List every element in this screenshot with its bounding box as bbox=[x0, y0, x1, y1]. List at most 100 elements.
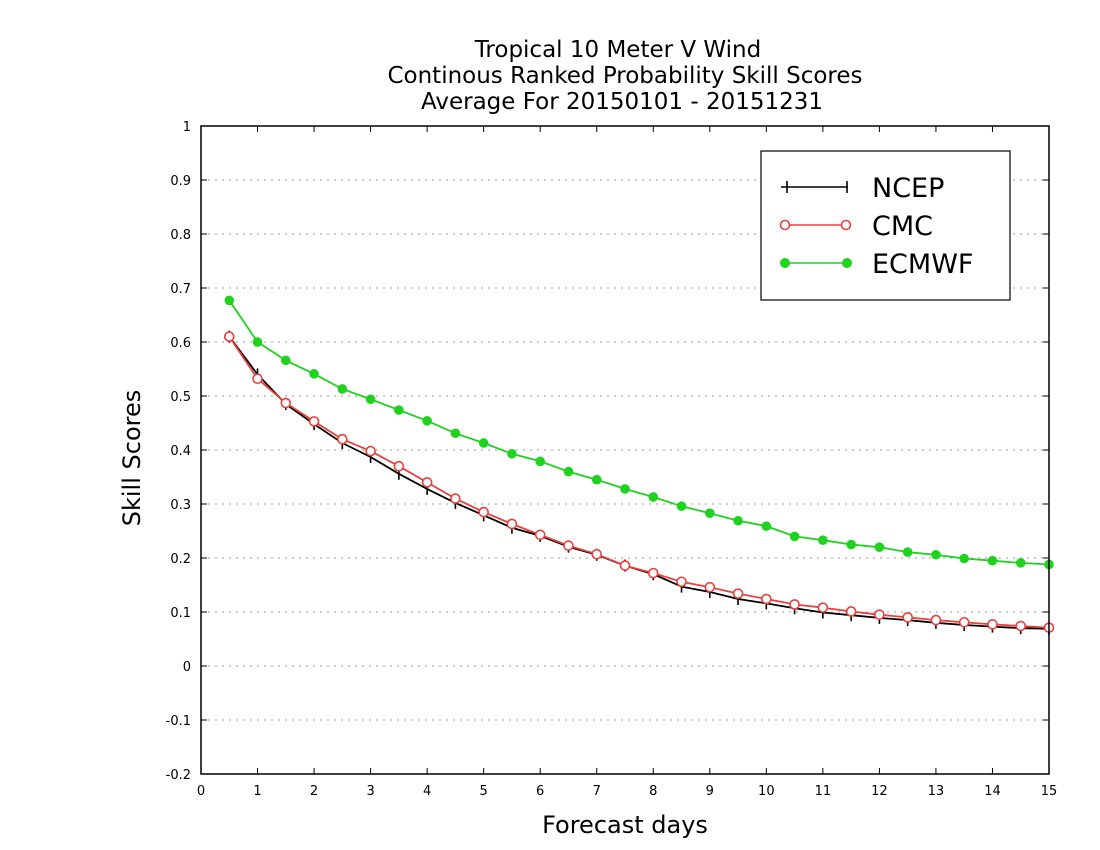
data-point-cmc bbox=[958, 616, 970, 628]
x-tick-label: 13 bbox=[928, 784, 945, 799]
data-point-cmc bbox=[506, 518, 518, 530]
grid-lines bbox=[201, 179, 1049, 721]
chart-title: Tropical 10 Meter V Wind Continous Ranke… bbox=[387, 37, 862, 115]
legend-marker-ecmwf-left bbox=[780, 258, 790, 268]
data-point-ecmwf bbox=[224, 295, 235, 306]
legend-label-cmc: CMC bbox=[872, 211, 933, 242]
series-line-cmc bbox=[228, 336, 1050, 629]
y-tick-label: 0.6 bbox=[170, 336, 191, 351]
data-point-cmc bbox=[393, 460, 405, 472]
x-tick-label: 0 bbox=[197, 784, 205, 799]
y-tick-label: 0.2 bbox=[170, 552, 191, 567]
data-point-ecmwf bbox=[309, 369, 319, 379]
data-point-cmc bbox=[534, 529, 546, 541]
y-tick-label: 0.1 bbox=[170, 606, 191, 621]
legend-marker-ecmwf-right bbox=[842, 258, 852, 268]
data-point-ecmwf bbox=[902, 547, 913, 557]
data-point-ecmwf bbox=[450, 428, 461, 439]
data-point-ecmwf bbox=[563, 466, 574, 477]
y-tick-label: 0.7 bbox=[170, 282, 191, 297]
x-tick-label: 14 bbox=[984, 784, 1001, 799]
data-point-ecmwf bbox=[394, 405, 404, 415]
data-point-ecmwf bbox=[591, 474, 602, 485]
y-tick-label: -0.1 bbox=[166, 714, 191, 729]
title-line-3: Average For 20150101 - 20151231 bbox=[421, 89, 823, 115]
data-point-ecmwf bbox=[846, 539, 856, 550]
title-line-1: Tropical 10 Meter V Wind bbox=[474, 37, 761, 63]
legend-label-ncep: NCEP bbox=[872, 173, 944, 204]
data-point-cmc bbox=[704, 581, 716, 593]
data-point-cmc bbox=[930, 614, 942, 626]
title-line-2: Continous Ranked Probability Skill Score… bbox=[387, 63, 862, 89]
data-point-ecmwf bbox=[337, 384, 348, 394]
data-point-ecmwf bbox=[931, 549, 941, 560]
data-point-ecmwf bbox=[507, 448, 517, 459]
legend-marker-cmc-right bbox=[840, 219, 852, 231]
data-point-cmc bbox=[280, 397, 292, 409]
series-line-ncep bbox=[228, 336, 1050, 630]
x-tick-label: 6 bbox=[536, 784, 544, 799]
x-tick-label: 12 bbox=[871, 784, 888, 799]
y-tick-label: 0.5 bbox=[170, 390, 191, 405]
data-point-ecmwf bbox=[1015, 558, 1026, 568]
data-point-cmc bbox=[365, 445, 376, 457]
x-tick-label: 15 bbox=[1041, 784, 1058, 799]
data-point-cmc bbox=[874, 609, 885, 621]
data-point-cmc bbox=[1015, 620, 1027, 632]
y-tick-label: 1 bbox=[183, 120, 191, 135]
y-tick-label: 0.4 bbox=[170, 444, 191, 459]
x-tick-label: 11 bbox=[815, 784, 832, 799]
legend-marker-cmc-left bbox=[779, 219, 791, 231]
data-point-ecmwf bbox=[733, 515, 743, 526]
data-point-ecmwf bbox=[874, 542, 885, 552]
data-point-ecmwf bbox=[365, 394, 376, 405]
data-point-cmc bbox=[761, 593, 772, 605]
x-tick-label: 4 bbox=[423, 784, 431, 799]
y-tick-label: 0 bbox=[183, 660, 191, 675]
data-point-cmc bbox=[591, 548, 603, 560]
data-point-ecmwf bbox=[281, 355, 291, 366]
data-point-cmc bbox=[619, 560, 631, 571]
data-point-cmc bbox=[252, 373, 263, 385]
data-point-ecmwf bbox=[789, 531, 800, 542]
legend-item-cmc: CMC bbox=[779, 211, 933, 242]
x-tick-label: 3 bbox=[366, 784, 374, 799]
data-point-ecmwf bbox=[818, 535, 828, 545]
data-point-ecmwf bbox=[959, 553, 969, 564]
data-point-ecmwf bbox=[535, 456, 545, 467]
y-tick-label: 0.8 bbox=[170, 228, 191, 243]
data-point-ecmwf bbox=[422, 416, 432, 426]
x-tick-label: 9 bbox=[706, 784, 714, 799]
x-tick-label: 8 bbox=[649, 784, 657, 799]
series-line-ecmwf bbox=[228, 299, 1050, 566]
y-tick-label: 0.9 bbox=[170, 174, 191, 189]
data-point-cmc bbox=[987, 619, 998, 630]
data-point-cmc bbox=[223, 331, 235, 342]
x-tick-label: 10 bbox=[758, 784, 775, 799]
data-point-cmc bbox=[732, 588, 744, 599]
data-point-cmc bbox=[563, 540, 574, 551]
y-axis-label: Skill Scores bbox=[118, 390, 146, 527]
y-tick-label: -0.2 bbox=[166, 768, 191, 783]
series-layer bbox=[223, 295, 1055, 635]
data-point-ecmwf bbox=[987, 555, 998, 566]
x-tick-label: 7 bbox=[593, 784, 601, 799]
data-point-ecmwf bbox=[761, 521, 772, 531]
data-point-cmc bbox=[337, 433, 348, 445]
legend-item-ecmwf: ECMWF bbox=[780, 249, 973, 280]
x-tick-label: 1 bbox=[253, 784, 261, 799]
legend-item-ncep: NCEP bbox=[781, 173, 944, 204]
data-point-cmc bbox=[676, 576, 687, 588]
y-tick-label: 0.3 bbox=[170, 498, 191, 513]
data-point-cmc bbox=[789, 599, 800, 610]
legend: NCEP CMC ECMWF bbox=[760, 150, 1011, 301]
data-point-cmc bbox=[817, 602, 829, 613]
x-tick-label: 5 bbox=[480, 784, 488, 799]
data-point-cmc bbox=[308, 416, 320, 427]
data-point-cmc bbox=[450, 493, 461, 504]
data-point-cmc bbox=[421, 477, 433, 488]
x-axis-label: Forecast days bbox=[542, 811, 708, 839]
data-point-cmc bbox=[902, 612, 913, 623]
data-point-ecmwf bbox=[478, 438, 489, 448]
